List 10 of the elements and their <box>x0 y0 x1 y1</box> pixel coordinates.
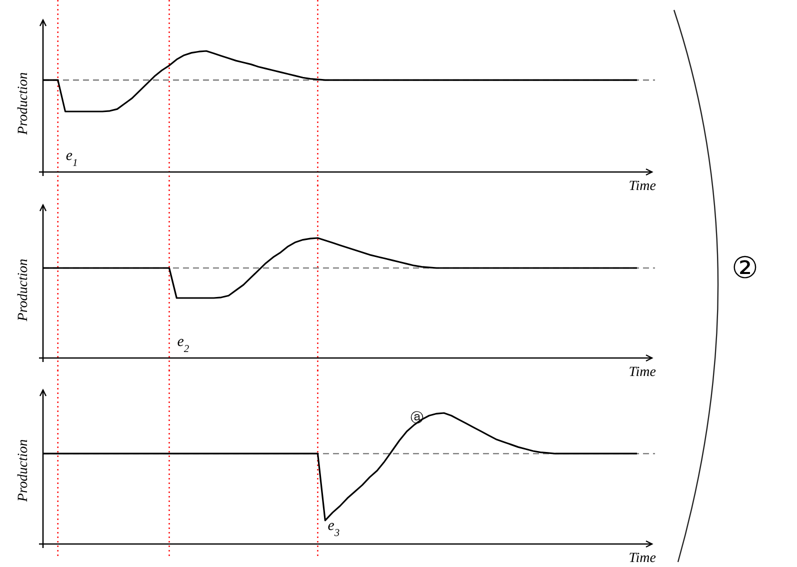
x-axis-title: Time <box>628 551 656 566</box>
annotation: e$_{3}$ <box>328 518 340 538</box>
y-axis-title: Production <box>16 258 31 322</box>
y-axis-title: Production <box>16 72 31 136</box>
text: ② <box>732 251 758 286</box>
x-axis-title: Time <box>628 179 656 194</box>
annotation: e$_{1}$ <box>66 148 78 168</box>
annotation: e$_{2}$ <box>177 334 190 354</box>
y-axis-title: Production <box>16 439 31 503</box>
x-axis-title: Time <box>628 365 656 380</box>
